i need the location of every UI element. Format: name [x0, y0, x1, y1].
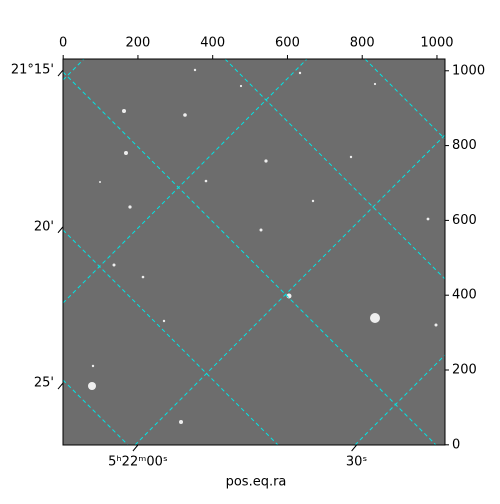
coordinate-grid: [62, 58, 446, 446]
dec-tick: [57, 69, 64, 77]
ra-tick-label: 5ʰ22ᵐ00ˢ: [108, 455, 168, 470]
dec-tick: [57, 226, 64, 234]
ra-tick: [132, 444, 139, 452]
x-tick-label: 600: [275, 36, 300, 51]
y-tick-label: 0: [452, 437, 460, 452]
dec-tick-label: 25': [34, 376, 54, 391]
dec-tick: [57, 382, 64, 390]
x-tick-label: 1000: [420, 36, 453, 51]
x-tick-label: 800: [350, 36, 375, 51]
image: [63, 59, 445, 445]
x-tick-label: 400: [200, 36, 225, 51]
x-tick-label: 0: [59, 36, 67, 51]
y-tick-label: 200: [452, 363, 477, 378]
y-tick-label: 400: [452, 288, 477, 303]
dec-tick-label: 20': [34, 219, 54, 234]
stars: [88, 68, 438, 424]
y-tick-label: 600: [452, 213, 477, 228]
y-tick-label: 800: [452, 138, 477, 153]
y-tick-label: 1000: [452, 63, 485, 78]
ra-tick-label: 30ˢ: [346, 455, 368, 470]
ra-tick: [351, 444, 357, 452]
x-tick-label: 200: [126, 36, 151, 51]
x-axis-label: pos.eq.ra: [226, 475, 287, 490]
dec-tick-label: 21°15': [11, 63, 54, 78]
frame: [62, 58, 446, 446]
